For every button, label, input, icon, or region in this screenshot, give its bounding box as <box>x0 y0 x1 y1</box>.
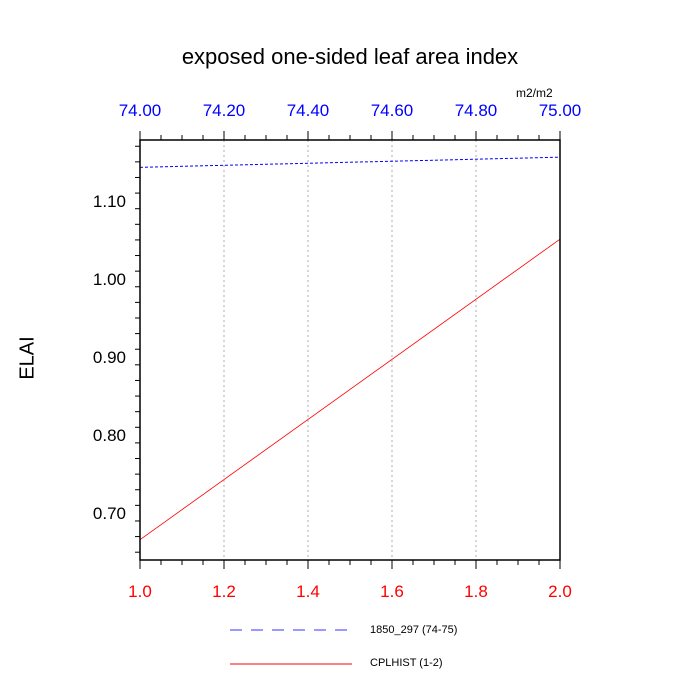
legend-label-cplhist: CPLHIST (1-2) <box>370 657 443 669</box>
y-tick-label: 0.90 <box>93 348 126 367</box>
x-tick-label: 1.8 <box>464 582 488 601</box>
top-axis-units: m2/m2 <box>516 86 553 100</box>
x-tick-label: 2.0 <box>548 582 572 601</box>
y-axis-label: ELAI <box>16 336 39 380</box>
x-tick-label: 1.6 <box>380 582 404 601</box>
gridlines <box>223 140 477 560</box>
top-tick-label: 74.40 <box>287 101 330 120</box>
legend <box>230 629 352 665</box>
x-tick-label: 1.4 <box>296 582 320 601</box>
top-tick-label: 74.20 <box>203 101 246 120</box>
x-tick-label: 1.0 <box>128 582 152 601</box>
top-tick-label: 74.00 <box>119 101 162 120</box>
y-tick-label: 0.70 <box>93 504 126 523</box>
y-tick-label: 1.00 <box>93 270 126 289</box>
plot-frame <box>139 139 561 561</box>
series-line-cplhist <box>139 238 561 541</box>
series-line-1850 <box>139 156 561 168</box>
legend-label-1850: 1850_297 (74-75) <box>370 624 458 636</box>
axes: 1.0 1.2 1.4 1.6 1.8 2.0 74.00 74.20 74.40 74.60 74… <box>93 101 581 601</box>
top-tick-label: 74.60 <box>371 101 414 120</box>
y-tick-label: 0.80 <box>93 426 126 445</box>
x-tick-label: 1.2 <box>212 582 236 601</box>
chart-title: exposed one-sided leaf area index <box>181 44 519 69</box>
series-layer <box>139 156 561 541</box>
y-tick-label: 1.10 <box>93 192 126 211</box>
top-tick-label: 74.80 <box>455 101 498 120</box>
top-tick-label: 75.00 <box>539 101 582 120</box>
